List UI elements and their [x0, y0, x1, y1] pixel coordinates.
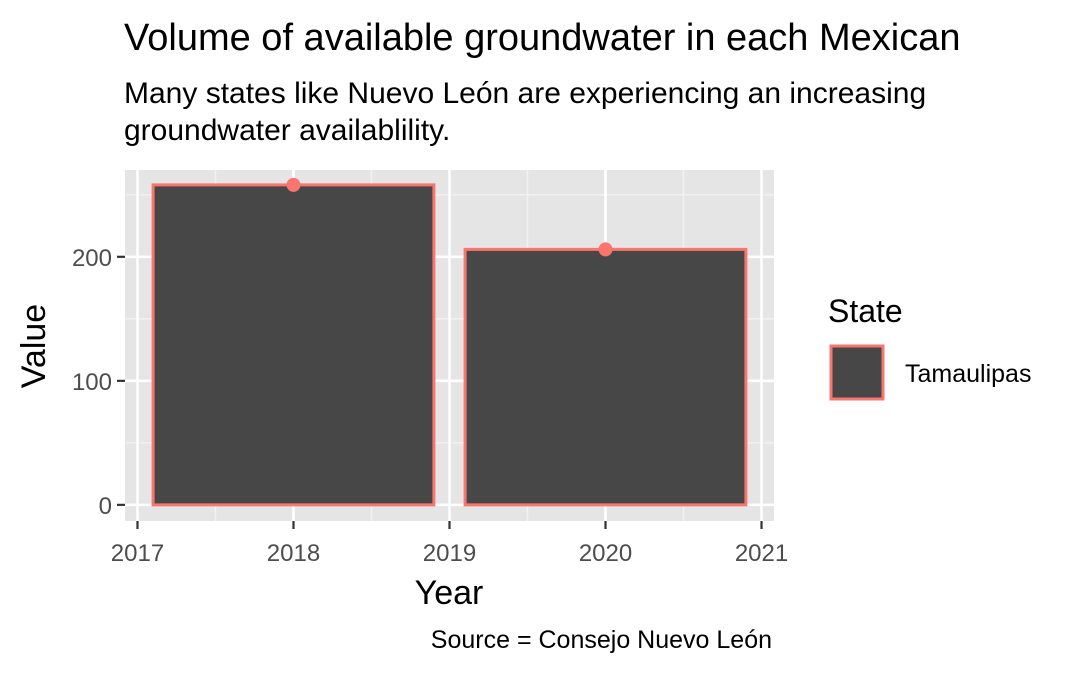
- chart-subtitle-line-1: Many states like Nuevo León are experien…: [124, 77, 926, 110]
- y-tick-label: 100: [72, 369, 112, 396]
- chart-subtitle-line-2: groundwater availablility.: [124, 114, 450, 147]
- legend-key-tamaulipas: [829, 344, 885, 401]
- point-2020: [598, 242, 613, 257]
- bar-2018: [151, 183, 436, 507]
- y-axis: 0 100 200: [72, 245, 125, 520]
- x-tick-label: 2018: [267, 540, 320, 567]
- y-axis-title: Value: [15, 304, 53, 388]
- x-tick-label: 2021: [735, 540, 788, 567]
- points: [286, 177, 613, 257]
- x-tick-label: 2019: [423, 540, 476, 567]
- y-tick-label: 0: [99, 493, 112, 520]
- bars: [151, 183, 748, 507]
- point-2018: [286, 177, 301, 192]
- x-tick-label: 2020: [579, 540, 632, 567]
- x-axis: 2017 2018 2019 2020 2021: [111, 521, 788, 567]
- legend-label-tamaulipas: Tamaulipas: [905, 360, 1031, 388]
- legend-title: State: [828, 293, 903, 329]
- x-tick-label: 2017: [111, 540, 164, 567]
- bar-2020: [463, 247, 748, 507]
- y-tick-label: 200: [72, 245, 112, 272]
- chart-caption: Source = Consejo Nuevo León: [431, 626, 772, 654]
- chart-title: Volume of available groundwater in each …: [124, 17, 961, 59]
- x-axis-title: Year: [415, 574, 484, 612]
